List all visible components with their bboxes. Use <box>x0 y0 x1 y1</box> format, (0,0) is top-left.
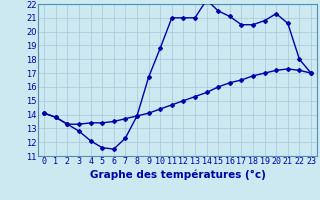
X-axis label: Graphe des températures (°c): Graphe des températures (°c) <box>90 169 266 180</box>
